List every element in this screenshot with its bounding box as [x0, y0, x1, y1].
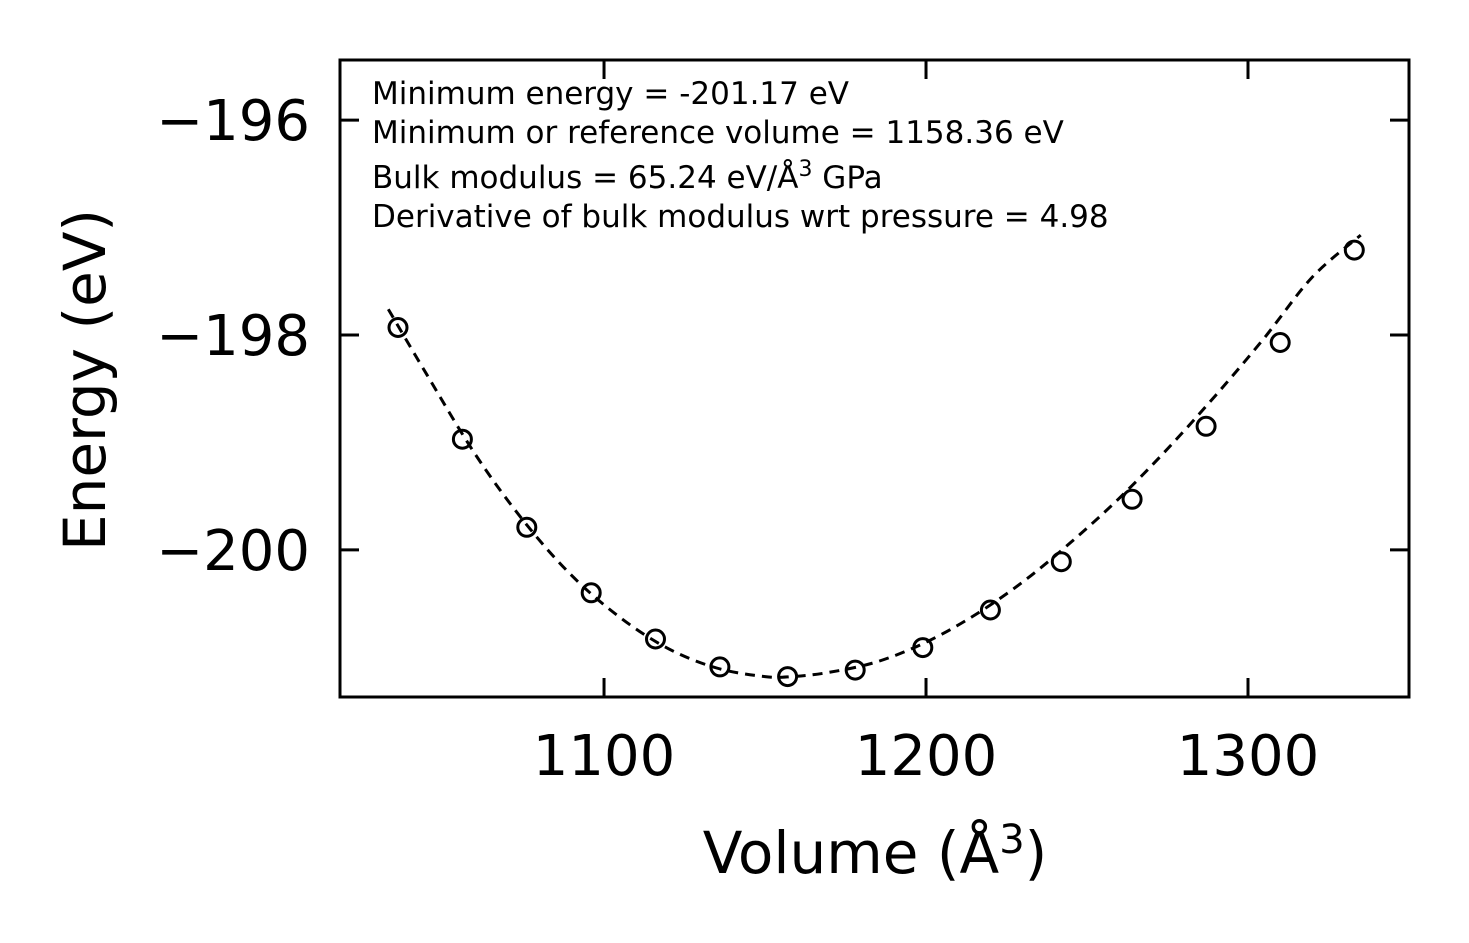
- data-point: [580, 582, 602, 604]
- data-point: [451, 428, 473, 450]
- annotation-bulk-modulus-prefix: Bulk modulus = 65.24 eV/Å: [372, 160, 798, 196]
- x-axis-label: Volume (Å3): [703, 817, 1048, 887]
- x-tick-label: 1200: [855, 724, 998, 789]
- plot-frame: [338, 58, 1411, 699]
- x-tick-label: 1300: [1177, 724, 1320, 789]
- annotation-minimum-energy: Minimum energy = -201.17 eV: [372, 76, 849, 112]
- x-axis-label-suffix: ): [1025, 819, 1048, 887]
- x-axis-label-prefix: Volume (Å: [703, 818, 1000, 887]
- y-tick-label: −196: [156, 89, 310, 154]
- annotation-bulk-modulus-superscript: 3: [798, 157, 812, 182]
- annotation-bulk-modulus-derivative: Derivative of bulk modulus wrt pressure …: [372, 199, 1109, 235]
- data-point: [979, 599, 1001, 621]
- data-point: [1343, 239, 1365, 261]
- annotation-bulk-modulus-suffix: GPa: [812, 160, 882, 196]
- data-point: [777, 666, 799, 688]
- data-point: [645, 628, 666, 650]
- data-point: [1050, 551, 1072, 573]
- data-point: [1121, 488, 1143, 510]
- data-point: [387, 317, 409, 338]
- data-point: [1269, 332, 1291, 353]
- y-tick-label: −200: [156, 519, 310, 584]
- x-axis-ticks: 1100 1200 1300: [533, 60, 1319, 789]
- data-points: [387, 239, 1365, 688]
- x-tick-label: 1100: [533, 724, 676, 789]
- data-point: [709, 656, 731, 678]
- data-point: [844, 659, 866, 681]
- data-point: [1195, 415, 1217, 437]
- x-axis-label-superscript: 3: [999, 817, 1024, 863]
- annotation-reference-volume: Minimum or reference volume = 1158.36 eV: [372, 115, 1064, 151]
- fit-curve: [387, 233, 1362, 679]
- data-point: [516, 516, 538, 538]
- y-axis-label: Energy (eV): [51, 209, 119, 551]
- y-tick-label: −198: [156, 304, 310, 369]
- data-point: [912, 637, 934, 659]
- y-axis-ticks: −196 −198 −200: [156, 89, 1409, 584]
- annotation-bulk-modulus: Bulk modulus = 65.24 eV/Å3 GPa: [372, 157, 883, 196]
